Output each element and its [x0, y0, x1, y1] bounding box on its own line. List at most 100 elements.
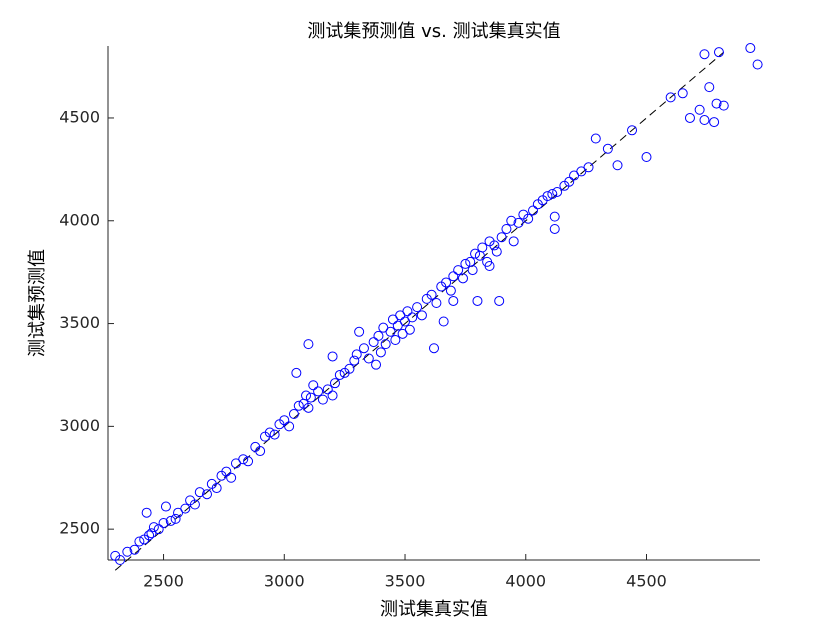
point	[202, 489, 213, 500]
point	[501, 223, 512, 234]
point	[305, 392, 316, 403]
point	[699, 115, 710, 126]
point	[523, 213, 534, 224]
point	[460, 258, 471, 269]
point	[141, 507, 152, 518]
point	[358, 343, 369, 354]
point	[564, 176, 575, 187]
point	[709, 117, 720, 128]
x-tick-label: 3000	[264, 572, 305, 591]
chart-title: 测试集预测值 vs. 测试集真实值	[307, 21, 560, 42]
point	[470, 248, 481, 259]
point	[313, 386, 324, 397]
point	[385, 326, 396, 337]
point	[373, 330, 384, 341]
point	[694, 104, 705, 115]
y-tick-label: 3000	[59, 416, 100, 435]
point	[288, 409, 299, 420]
point	[431, 298, 442, 308]
point	[494, 295, 505, 306]
point	[327, 390, 338, 401]
point	[344, 363, 355, 374]
point	[665, 92, 676, 103]
point	[291, 367, 302, 378]
point	[329, 378, 340, 389]
point	[496, 232, 507, 243]
point	[351, 349, 362, 360]
point	[269, 429, 280, 440]
point	[549, 223, 560, 234]
y-tick-label: 2500	[59, 519, 100, 538]
point	[238, 454, 249, 465]
point	[718, 100, 729, 111]
point	[158, 517, 169, 528]
point	[375, 347, 386, 358]
point	[506, 215, 517, 226]
point	[547, 189, 558, 200]
point	[264, 427, 275, 438]
point	[590, 133, 601, 144]
point	[477, 242, 488, 253]
point	[472, 295, 483, 306]
point	[134, 536, 145, 547]
point	[327, 351, 338, 362]
point	[745, 43, 756, 54]
point	[293, 400, 304, 411]
point	[122, 546, 133, 557]
point	[549, 211, 560, 222]
point	[211, 483, 222, 494]
y-tick-label: 4500	[59, 107, 100, 126]
point	[407, 312, 418, 323]
point	[160, 501, 171, 512]
point	[390, 335, 401, 346]
point	[467, 265, 478, 276]
point	[301, 390, 312, 401]
point	[303, 339, 314, 350]
point	[180, 503, 191, 514]
x-tick-label: 4000	[505, 572, 546, 591]
point	[448, 271, 459, 282]
point	[752, 59, 763, 70]
point	[317, 394, 328, 405]
point	[146, 528, 157, 539]
point	[453, 265, 464, 276]
point	[284, 421, 295, 432]
point	[334, 369, 345, 380]
x-tick-label: 3500	[385, 572, 426, 591]
point	[308, 380, 319, 391]
point	[713, 47, 724, 58]
point	[711, 98, 722, 109]
point	[484, 260, 495, 271]
point	[583, 162, 594, 173]
point	[677, 88, 688, 99]
point	[602, 143, 613, 154]
point	[426, 289, 437, 300]
point	[627, 125, 638, 136]
point	[221, 466, 232, 477]
point	[303, 402, 314, 413]
point	[129, 544, 140, 555]
point	[279, 415, 290, 426]
point	[349, 355, 360, 366]
point	[144, 530, 155, 541]
x-tick-label: 4500	[626, 572, 667, 591]
point	[402, 306, 413, 317]
point	[380, 339, 391, 350]
point	[445, 285, 456, 296]
point	[704, 82, 715, 93]
point	[170, 513, 181, 524]
point	[457, 273, 468, 284]
point	[489, 240, 500, 251]
point	[368, 337, 379, 348]
point	[441, 277, 452, 288]
y-tick-label: 3500	[59, 313, 100, 332]
point	[189, 499, 200, 510]
point	[165, 515, 176, 526]
point	[542, 191, 553, 202]
y-tick-label: 4000	[59, 210, 100, 229]
point	[226, 472, 237, 483]
point	[322, 384, 333, 395]
point	[491, 246, 502, 257]
